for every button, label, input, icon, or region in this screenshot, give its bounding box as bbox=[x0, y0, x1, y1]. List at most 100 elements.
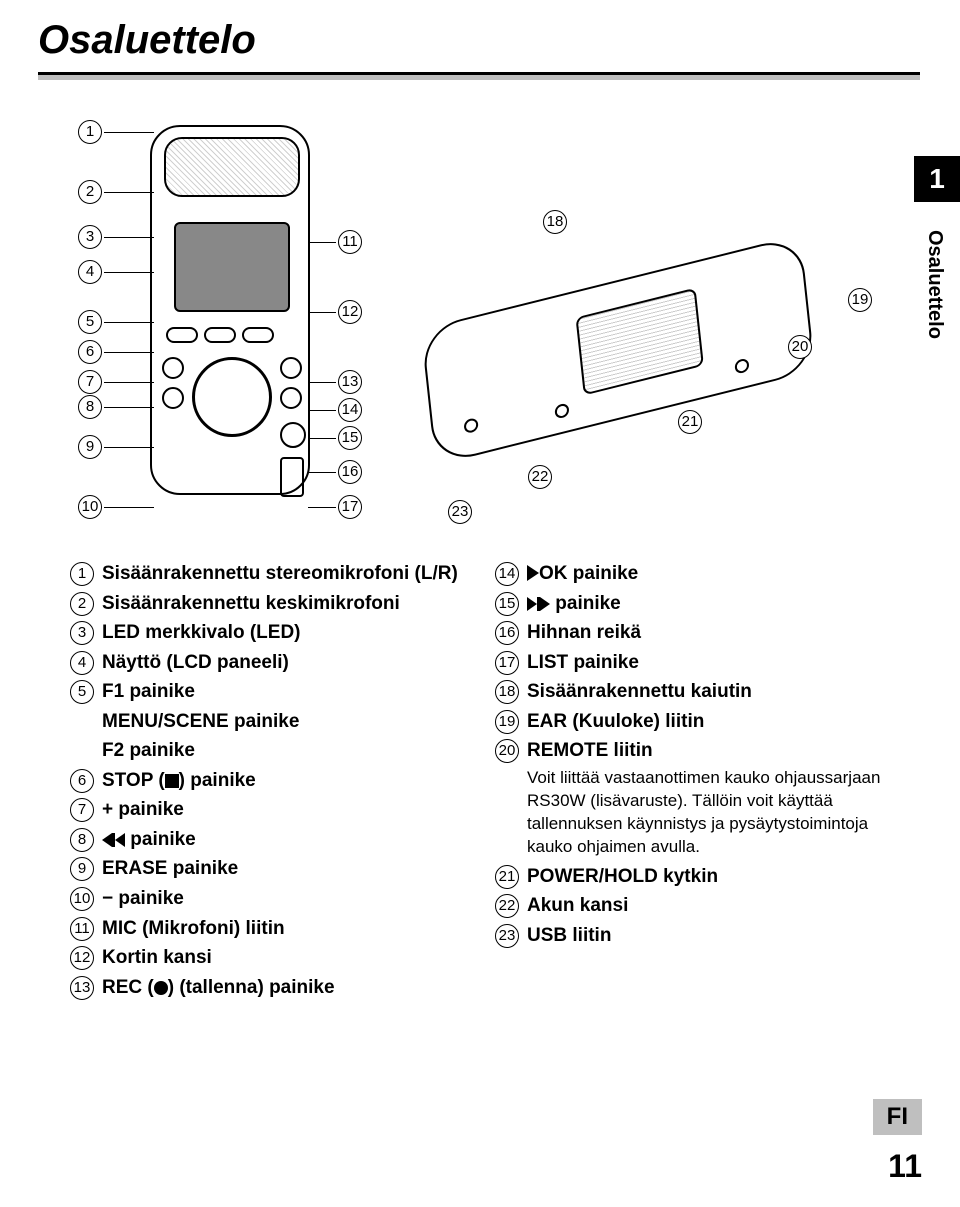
item-number-circle: 22 bbox=[495, 894, 519, 918]
item-number-circle: 18 bbox=[495, 680, 519, 704]
parts-list-item: 18Sisäänrakennettu kaiutin bbox=[495, 678, 890, 706]
item-number-circle: 12 bbox=[70, 946, 94, 970]
play-icon bbox=[527, 565, 539, 581]
parts-list-col2: 14 OK painike15 painike 16 Hihnan reikä17LI… bbox=[495, 560, 890, 1003]
item-text: Hihnan reikä bbox=[527, 619, 890, 647]
callout: 22 bbox=[528, 465, 552, 489]
foot bbox=[463, 417, 478, 434]
skip-back-icon bbox=[102, 833, 125, 847]
record-circle-icon bbox=[154, 981, 168, 995]
remote-note: Voit liittää vastaanottimen kauko ohjaus… bbox=[495, 767, 890, 859]
callout: 9 bbox=[78, 435, 102, 459]
item-text: F1 painike bbox=[102, 678, 465, 706]
item-number-circle: 3 bbox=[70, 621, 94, 645]
item-text: OK painike bbox=[527, 560, 890, 588]
item-text: ERASE painike bbox=[102, 855, 465, 883]
callout: 7 bbox=[78, 370, 102, 394]
item-text: Näyttö (LCD paneeli) bbox=[102, 649, 465, 677]
small-button bbox=[280, 357, 302, 379]
parts-list-item: 9 ERASE painike bbox=[70, 855, 465, 883]
small-button bbox=[162, 387, 184, 409]
item-number-circle: 13 bbox=[70, 976, 94, 1000]
parts-list-item: 17LIST painike bbox=[495, 649, 890, 677]
small-button bbox=[162, 357, 184, 379]
small-button bbox=[280, 387, 302, 409]
callout: 21 bbox=[678, 410, 702, 434]
parts-list-item: 6STOP () painike bbox=[70, 767, 465, 795]
page-heading: Osaluettelo bbox=[38, 18, 256, 63]
callout: 8 bbox=[78, 395, 102, 419]
item-number-circle: 19 bbox=[495, 710, 519, 734]
item-number-circle: 5 bbox=[70, 680, 94, 704]
parts-list-item: 14 OK painike bbox=[495, 560, 890, 588]
page-number: 11 bbox=[888, 1148, 922, 1185]
parts-list-item: 20 REMOTE liitin bbox=[495, 737, 890, 765]
item-number-circle: 2 bbox=[70, 592, 94, 616]
item-text: REMOTE liitin bbox=[527, 737, 890, 765]
callout: 20 bbox=[788, 335, 812, 359]
parts-list-item: 13 REC () (tallenna) painike bbox=[70, 974, 465, 1002]
item-number-circle: 14 bbox=[495, 562, 519, 586]
f-button bbox=[242, 327, 274, 343]
parts-list-col1: 1Sisäänrakennettu stereomikrofoni (L/R)2… bbox=[70, 560, 465, 1003]
parts-list-item: 21POWER/HOLD kytkin bbox=[495, 863, 890, 891]
callout: 23 bbox=[448, 500, 472, 524]
item-text: Kortin kansi bbox=[102, 944, 465, 972]
item-number-circle: 20 bbox=[495, 739, 519, 763]
skip-forward-icon bbox=[527, 597, 550, 611]
language-badge: FI bbox=[873, 1099, 922, 1135]
item-text: STOP () painike bbox=[102, 767, 465, 795]
item-text: LIST painike bbox=[527, 649, 890, 677]
parts-list-item: 2Sisäänrakennettu keskimikrofoni bbox=[70, 590, 465, 618]
device-front-view bbox=[150, 125, 310, 495]
dpad-ring bbox=[192, 357, 272, 437]
item-text: + painike bbox=[102, 796, 465, 824]
rec-button bbox=[280, 422, 306, 448]
item-number-circle: 7 bbox=[70, 798, 94, 822]
parts-list-item: 7 + painike bbox=[70, 796, 465, 824]
item-number-circle: 1 bbox=[70, 562, 94, 586]
parts-list-item: 22 Akun kansi bbox=[495, 892, 890, 920]
device-back-view bbox=[421, 234, 816, 465]
item-text: painike bbox=[102, 826, 465, 854]
parts-list-item: 10− painike bbox=[70, 885, 465, 913]
f-button bbox=[166, 327, 198, 343]
parts-list-item: 1Sisäänrakennettu stereomikrofoni (L/R) bbox=[70, 560, 465, 588]
item-text: REC () (tallenna) painike bbox=[102, 974, 465, 1002]
parts-list-item: 8 painike bbox=[70, 826, 465, 854]
callout: 13 bbox=[338, 370, 362, 394]
lcd-screen bbox=[174, 222, 290, 312]
stop-square-icon bbox=[165, 774, 179, 788]
parts-list-item: 16 Hihnan reikä bbox=[495, 619, 890, 647]
callout: 10 bbox=[78, 495, 102, 519]
callout: 3 bbox=[78, 225, 102, 249]
item-number-circle: 16 bbox=[495, 621, 519, 645]
parts-list: 1Sisäänrakennettu stereomikrofoni (L/R)2… bbox=[70, 560, 890, 1003]
item-number-circle: 4 bbox=[70, 651, 94, 675]
chapter-side-label: Osaluettelo bbox=[923, 230, 946, 339]
parts-list-item: 23USB liitin bbox=[495, 922, 890, 950]
parts-list-item: 4 Näyttö (LCD paneeli) bbox=[70, 649, 465, 677]
parts-list-item: 15 painike bbox=[495, 590, 890, 618]
mic-grille bbox=[164, 137, 300, 197]
callout: 12 bbox=[338, 300, 362, 324]
item-number-circle: 11 bbox=[70, 917, 94, 941]
item-text: Akun kansi bbox=[527, 892, 890, 920]
foot bbox=[734, 358, 749, 375]
callout: 5 bbox=[78, 310, 102, 334]
switch-slot bbox=[280, 457, 304, 497]
callout: 15 bbox=[338, 426, 362, 450]
parts-diagram: 1 2 3 4 5 6 7 8 9 10 11 12 13 14 15 16 1… bbox=[38, 100, 920, 530]
parts-list-item-indent: MENU/SCENE painike bbox=[70, 708, 465, 736]
parts-list-item: 5 F1 painike bbox=[70, 678, 465, 706]
item-text: painike bbox=[527, 590, 890, 618]
callout: 11 bbox=[338, 230, 362, 254]
item-number-circle: 9 bbox=[70, 857, 94, 881]
item-text: POWER/HOLD kytkin bbox=[527, 863, 890, 891]
item-text: EAR (Kuuloke) liitin bbox=[527, 708, 890, 736]
speaker-grille bbox=[575, 288, 703, 396]
heading-underline bbox=[38, 72, 920, 80]
item-number-circle: 23 bbox=[495, 924, 519, 948]
parts-list-item: 12 Kortin kansi bbox=[70, 944, 465, 972]
item-number-circle: 8 bbox=[70, 828, 94, 852]
